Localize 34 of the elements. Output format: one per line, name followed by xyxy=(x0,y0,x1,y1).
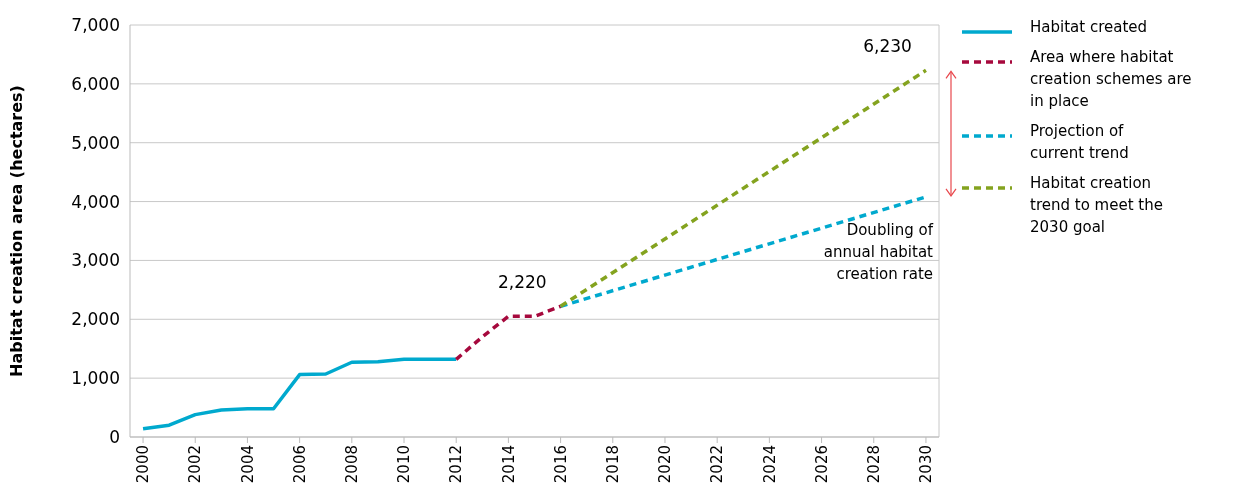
y-tick-label: 2,000 xyxy=(71,309,120,330)
x-tick-label: 2008 xyxy=(343,445,362,484)
y-tick-label: 3,000 xyxy=(71,250,120,271)
x-tick-label: 2028 xyxy=(865,445,884,484)
line-series xyxy=(454,304,563,362)
legend-label: Projection of current trend xyxy=(1030,122,1129,162)
annotation: 2,220 xyxy=(497,272,547,293)
x-tick-label: 2002 xyxy=(186,445,205,484)
legend-label: Area where habitat creation schemes are in place xyxy=(1030,48,1192,110)
x-tick-label: 2030 xyxy=(917,445,936,484)
annotation: Doubling of annual habitat creation rate xyxy=(823,220,934,283)
y-tick-label: 4,000 xyxy=(71,191,120,212)
y-axis-title: Habitat creation area (hectares) xyxy=(7,85,26,377)
y-tick-label: 7,000 xyxy=(71,14,120,35)
x-tick-label: 2010 xyxy=(395,445,414,484)
x-tick-label: 2024 xyxy=(760,445,779,484)
x-tick-label: 2014 xyxy=(499,445,518,484)
y-tick-label: 6,000 xyxy=(71,73,120,94)
y-tick-label: 5,000 xyxy=(71,132,120,153)
x-tick-label: 2016 xyxy=(551,445,570,484)
legend-label: Habitat creation trend to meet the 2030 goal xyxy=(1030,174,1163,236)
x-tick-label: 2000 xyxy=(134,445,153,484)
x-tick-label: 2020 xyxy=(656,445,675,484)
x-tick-label: 2012 xyxy=(447,445,466,484)
annotation: 6,230 xyxy=(863,36,912,57)
x-tick-label: 2006 xyxy=(290,445,309,484)
x-tick-label: 2018 xyxy=(604,445,623,484)
legend-label: Habitat created xyxy=(1030,18,1148,36)
y-tick-label: 0 xyxy=(109,426,120,447)
x-tick-label: 2004 xyxy=(238,445,257,484)
x-tick-label: 2026 xyxy=(812,445,831,484)
y-tick-label: 1,000 xyxy=(71,368,120,389)
x-tick-label: 2022 xyxy=(708,445,727,484)
line-series xyxy=(141,357,458,431)
